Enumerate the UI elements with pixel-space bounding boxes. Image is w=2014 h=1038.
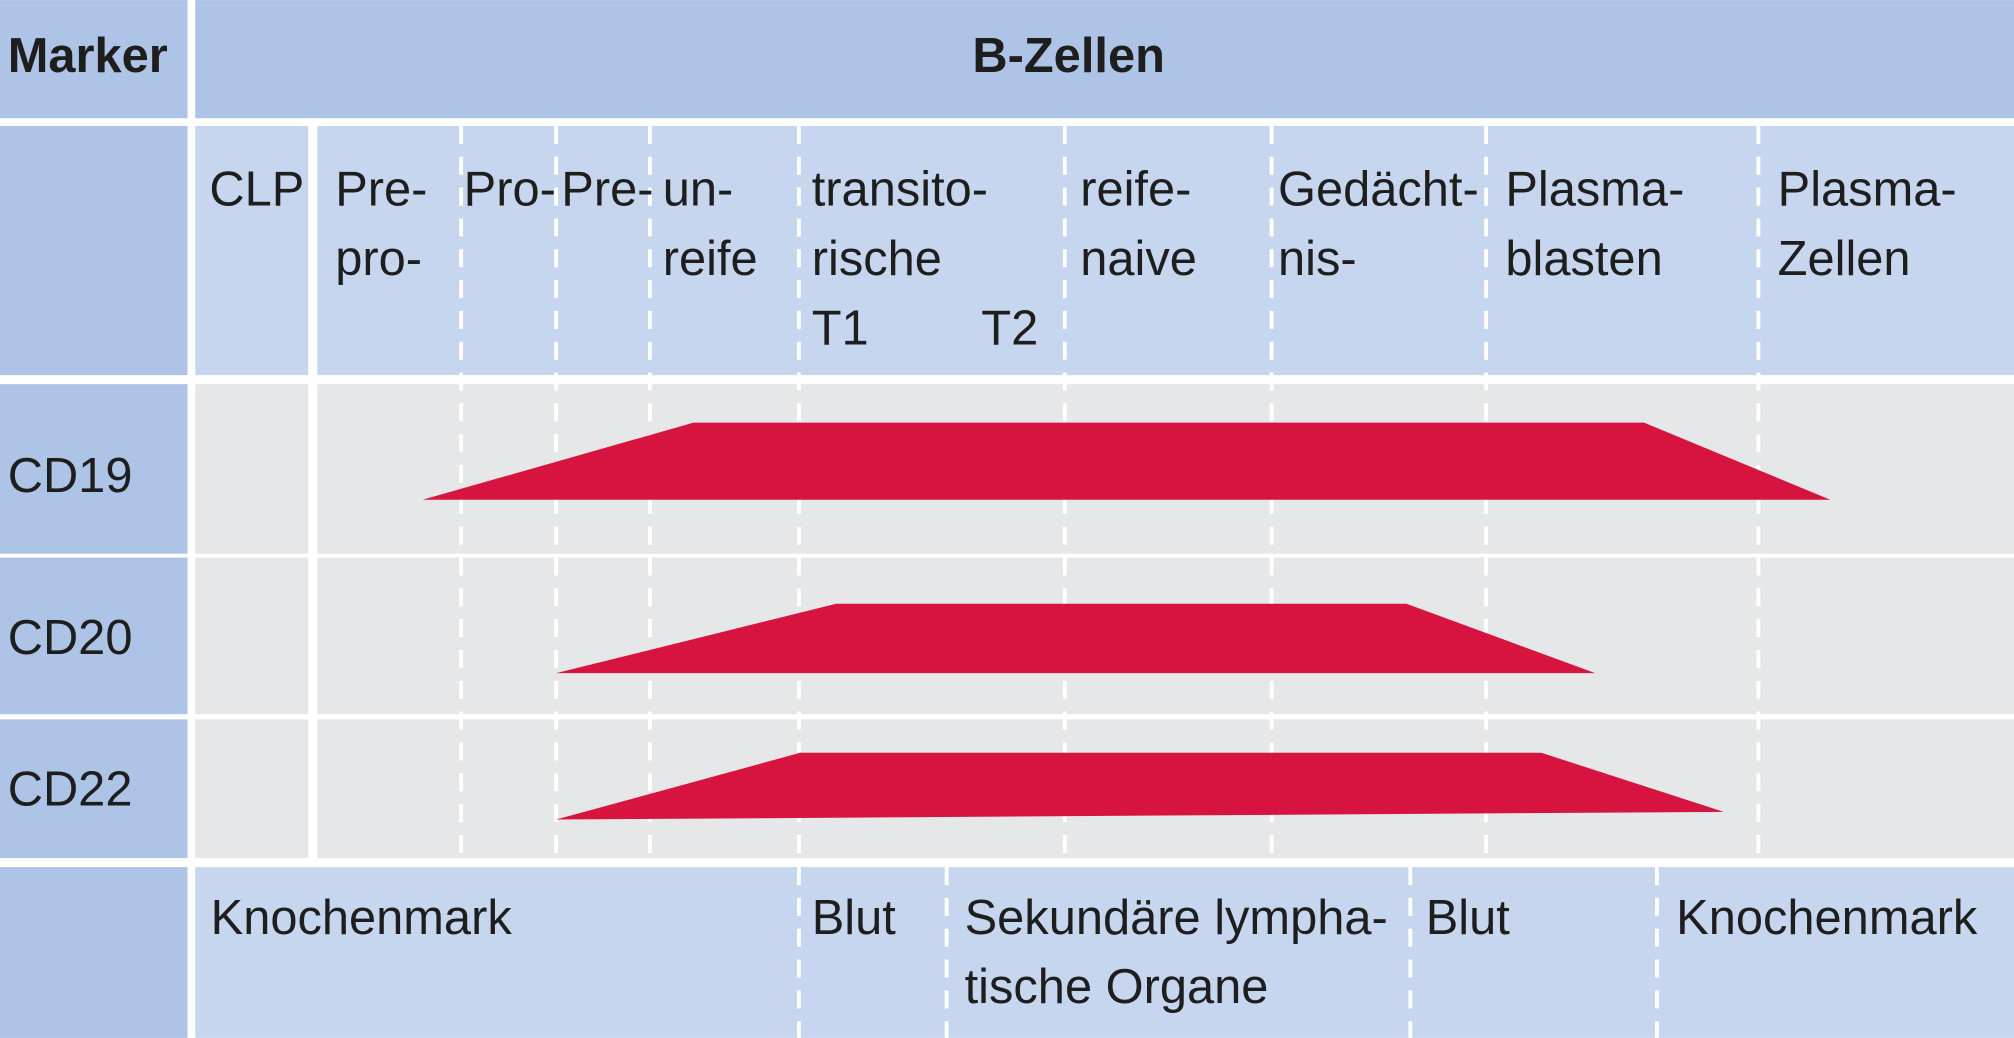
marker-cell — [195, 557, 309, 715]
marker-cell — [195, 384, 309, 554]
labels: CLP Pre-pro-Pro- Pre-un-reifetransito-risc… — [8, 163, 1978, 1015]
stage-label: Pro- — [464, 163, 556, 217]
location-label: tische Organe — [965, 960, 1269, 1014]
stage-cell — [317, 125, 2014, 376]
stage-label: Gedächt- — [1278, 163, 1479, 217]
expression-band — [556, 752, 1724, 820]
left-cell — [0, 867, 188, 1038]
stage-label: pro- — [335, 232, 422, 286]
stage-label: reife- — [1080, 163, 1191, 217]
left-cell — [0, 384, 188, 554]
stage-label: T1 — [812, 301, 869, 355]
marker-header: Marker — [8, 29, 168, 83]
stage-label: Plasma- — [1778, 163, 1957, 217]
title: B-Zellen — [972, 29, 1165, 83]
marker-label: CD19 — [8, 449, 133, 503]
marker-label: CD20 — [8, 611, 133, 665]
marker-label: CD22 — [8, 762, 133, 816]
stage-label: naive — [1080, 232, 1197, 286]
marker-cell — [195, 719, 309, 859]
stage-label: Zellen — [1778, 232, 1911, 286]
stage-label: Pre- — [561, 163, 653, 217]
location-cell — [195, 867, 2014, 1038]
left-cell — [0, 557, 188, 715]
left-cell — [0, 125, 188, 376]
stage-label: nis- — [1278, 232, 1357, 286]
header-cell — [195, 0, 2014, 119]
location-label: Knochenmark — [211, 891, 513, 945]
stage-label: rische — [812, 232, 942, 286]
stage-label: CLP — [209, 163, 304, 217]
location-label: Sekundäre lympha- — [965, 891, 1388, 945]
location-label: Blut — [1426, 891, 1511, 945]
stage-label: un- — [663, 163, 734, 217]
stage-label: transito- — [812, 163, 988, 217]
stage-cell — [195, 125, 309, 376]
stage-label: blasten — [1505, 232, 1662, 286]
left-cell — [0, 719, 188, 859]
location-label: Blut — [812, 891, 897, 945]
stage-label: Pre- — [335, 163, 427, 217]
stage-label: reife — [663, 232, 758, 286]
expression-band — [556, 603, 1596, 674]
stage-label: Plasma- — [1505, 163, 1684, 217]
header-cell — [0, 0, 188, 119]
stage-label: T2 — [981, 301, 1038, 355]
expression-band — [422, 422, 1831, 500]
location-label: Knochenmark — [1676, 891, 1978, 945]
